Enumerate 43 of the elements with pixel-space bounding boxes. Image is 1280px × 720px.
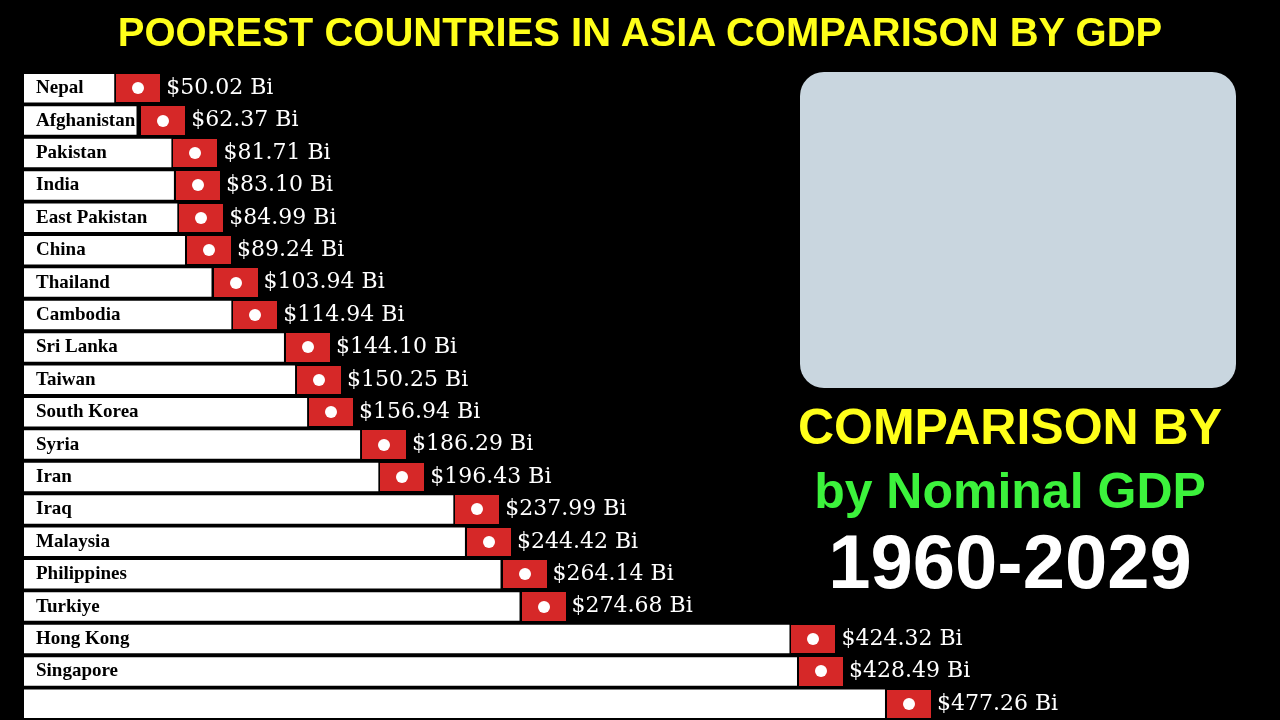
data-label: $424.32 Bi xyxy=(841,624,963,650)
data-label: $62.37 Bi xyxy=(191,106,299,132)
y-tick-label: China xyxy=(36,238,87,260)
y-tick-label: East Pakistan xyxy=(36,205,148,227)
y-tick-label: Thailand xyxy=(36,270,111,292)
y-tick-label: Philippines xyxy=(36,562,127,584)
data-label: $84.99 Bi xyxy=(229,203,337,229)
data-label: $156.94 Bi xyxy=(359,397,481,423)
y-tick-label: Sri Lanka xyxy=(36,335,119,357)
data-label: $274.68 Bi xyxy=(571,592,693,618)
data-label: $186.29 Bi xyxy=(412,430,534,456)
annotation: 1960-2029 xyxy=(827,518,1193,605)
y-tick-label: Nepal xyxy=(36,76,84,98)
y-tick-label: Singapore xyxy=(36,659,119,681)
data-label: $89.24 Bi xyxy=(236,235,345,261)
y-tick-label: Iraq xyxy=(36,497,73,519)
data-label: $114.94 Bi xyxy=(283,300,405,326)
data-label: $428.49 Bi xyxy=(849,657,971,683)
data-label: $244.42 Bi xyxy=(516,527,639,553)
y-tick-label: Hong Kong xyxy=(36,626,130,648)
y-tick-label: Syria xyxy=(36,432,80,454)
data-label: $103.94 Bi xyxy=(263,268,385,294)
data-label: $83.10 Bi xyxy=(225,171,334,197)
data-label: $477.26 Bi xyxy=(936,689,1059,715)
y-tick-label: Turkiye xyxy=(36,594,100,616)
annotation: COMPARISON BY xyxy=(796,398,1224,456)
y-tick-label: Cambodia xyxy=(36,302,121,324)
data-label: $144.10 Bi xyxy=(335,333,458,359)
y-tick-label: South Korea xyxy=(36,400,140,422)
data-label: $237.99 Bi xyxy=(505,495,627,521)
y-tick-label: Iran xyxy=(36,464,73,486)
data-label: $81.71 Bi xyxy=(223,138,331,164)
data-label: $50.02 Bi xyxy=(166,73,274,99)
annotation: by Nominal GDP xyxy=(813,462,1207,520)
data-label: $150.25 Bi xyxy=(347,365,469,391)
y-tick-label: Pakistan xyxy=(36,140,108,162)
y-tick-label: Malaysia xyxy=(36,529,111,551)
y-tick-label: Afghanistan xyxy=(36,108,136,130)
chart-title: POOREST COUNTRIES IN ASIA COMPARISON BY GDP xyxy=(116,10,1164,55)
data-label: $196.43 Bi xyxy=(430,462,552,488)
data-label: $264.14 Bi xyxy=(552,559,674,585)
y-tick-label: India xyxy=(36,173,80,195)
y-tick-label: Taiwan xyxy=(36,367,96,389)
